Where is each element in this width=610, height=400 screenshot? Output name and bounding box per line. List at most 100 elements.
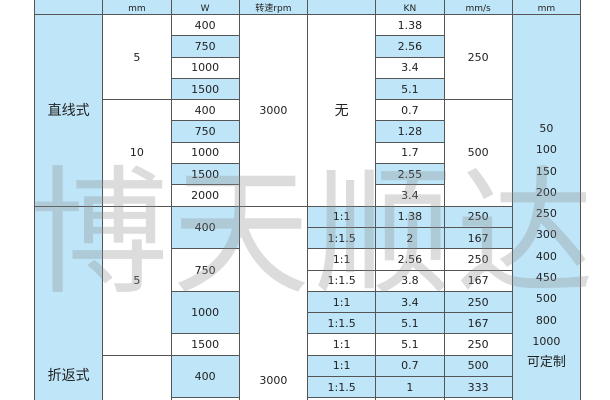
table-row: 10 400 0.7 500 <box>35 99 581 207</box>
power-cell: 400 <box>170 13 240 37</box>
speed-cell: 500 <box>443 99 513 207</box>
table-row: 750 1.28 <box>35 120 581 143</box>
power-cell: 400 <box>170 205 240 250</box>
power-cell: 1500 <box>170 333 240 356</box>
table-row: 1:1.5 2 167 <box>35 226 581 250</box>
stroke-cell: 50 100 150 200 250 300 400 450 500 800 1… <box>511 14 582 400</box>
table-row: 1500 1:1 5.1 250 <box>35 333 581 356</box>
ratio-cell: 1:1.5 <box>306 376 377 399</box>
speed-cell: 167 <box>443 226 513 250</box>
table-row: 1:1.5 1 333 <box>35 376 581 399</box>
power-cell: 400 <box>170 99 240 122</box>
power-cell: 1500 <box>170 77 240 101</box>
power-cell: 750 <box>170 35 240 58</box>
ratio-cell: 1:1 <box>306 290 377 314</box>
type-folding: 折返式 <box>33 205 104 400</box>
speed-cell: 500 <box>443 354 513 378</box>
table-row <box>35 397 581 400</box>
ratio-cell: 1:1 <box>306 354 377 378</box>
lead-cell: 10 <box>102 99 172 207</box>
speed-cell: 250 <box>443 333 513 356</box>
stroke-value: 800 <box>535 313 557 327</box>
table-row: 1000 1.7 <box>35 141 581 165</box>
ratio-cell: 无 <box>306 14 377 207</box>
power-cell: 750 <box>170 248 240 292</box>
header-rpm: 转速rpm <box>238 0 309 15</box>
thrust-cell: 1.7 <box>375 141 445 165</box>
lead-cell: 5 <box>102 13 172 101</box>
ratio-cell: 1:1 <box>306 333 377 356</box>
speed-cell <box>443 397 513 400</box>
table-row: 400 1:1 0.7 500 <box>35 354 581 400</box>
thrust-cell: 1.28 <box>375 120 445 143</box>
header-thrust: KN <box>375 0 445 15</box>
power-cell: 1500 <box>170 163 240 186</box>
table-row: 1000 3.4 <box>35 56 581 79</box>
ratio-cell: 1:1.5 <box>306 226 377 250</box>
thrust-cell: 0.7 <box>375 99 445 122</box>
speed-cell: 250 <box>443 290 513 314</box>
ratio-cell: 1:1.5 <box>306 269 377 292</box>
rpm-cell: 3000 <box>238 14 309 207</box>
power-cell: 400 <box>170 354 240 399</box>
table-row: 1:1.5 5.1 167 <box>35 312 581 335</box>
thrust-cell: 2.55 <box>375 163 445 186</box>
speed-cell: 333 <box>443 376 513 399</box>
speed-cell: 167 <box>443 269 513 292</box>
ratio-cell: 1:1.5 <box>306 312 377 335</box>
stroke-value: 1000 <box>532 334 561 348</box>
power-cell: 1000 <box>170 290 240 335</box>
power-cell <box>170 397 240 400</box>
table-row: 750 2.56 <box>35 35 581 58</box>
stroke-value: 250 <box>535 207 557 221</box>
thrust-cell: 1 <box>375 376 445 399</box>
type-straight: 直线式 <box>33 14 104 207</box>
thrust-cell: 3.4 <box>375 184 445 207</box>
stroke-value: 500 <box>535 292 557 306</box>
lead-cell <box>102 354 172 400</box>
ratio-cell: 1:1 <box>306 205 377 228</box>
thrust-cell: 5.1 <box>375 312 445 335</box>
speed-cell: 250 <box>443 205 513 228</box>
header-stroke: mm <box>511 0 582 15</box>
speed-cell: 250 <box>443 13 513 101</box>
stroke-value: 100 <box>535 143 557 157</box>
stroke-value: 200 <box>535 185 557 199</box>
thrust-cell: 1.38 <box>375 205 445 228</box>
table-row: 1000 1:1 3.4 250 <box>35 290 581 335</box>
thrust-cell: 2.56 <box>375 35 445 58</box>
thrust-cell: 2 <box>375 226 445 250</box>
rpm-cell: 3000 <box>238 205 309 400</box>
thrust-cell: 3.8 <box>375 269 445 292</box>
table-row: 1:1.5 3.8 167 <box>35 269 581 292</box>
thrust-cell: 2.56 <box>375 248 445 271</box>
header-row: mm W 转速rpm KN mm/s mm <box>33 0 582 15</box>
stroke-value: 400 <box>535 249 557 263</box>
stroke-value: 300 <box>535 228 557 242</box>
table-row: 折返式 5 400 3000 1:1 1.38 250 <box>33 205 581 400</box>
ratio-cell: 1:1 <box>306 248 377 271</box>
header-power: W <box>170 0 240 15</box>
power-cell: 750 <box>170 120 240 143</box>
stroke-value: 450 <box>535 271 557 285</box>
thrust-cell: 5.1 <box>375 77 445 101</box>
header-ratio <box>306 0 377 15</box>
speed-cell: 250 <box>443 248 513 271</box>
header-speed: mm/s <box>443 0 513 15</box>
table-row: 1500 2.55 <box>35 163 581 186</box>
stroke-value: 可定制 <box>526 355 566 371</box>
thrust-cell: 3.4 <box>375 56 445 79</box>
lead-cell: 5 <box>102 205 172 356</box>
thrust-cell: 5.1 <box>375 333 445 356</box>
stroke-value: 50 <box>539 122 554 135</box>
thrust-cell: 0.7 <box>375 354 445 378</box>
header-lead: mm <box>102 0 172 15</box>
power-cell: 1000 <box>170 141 240 165</box>
table-row: 直线式 5 400 3000 无 1.38 250 50 100 150 200… <box>33 13 582 400</box>
stroke-value: 150 <box>535 164 557 178</box>
speed-cell: 167 <box>443 312 513 335</box>
table-row: 1500 5.1 <box>35 77 581 101</box>
header-type <box>33 0 104 15</box>
table-row: 2000 3.4 <box>35 184 581 207</box>
